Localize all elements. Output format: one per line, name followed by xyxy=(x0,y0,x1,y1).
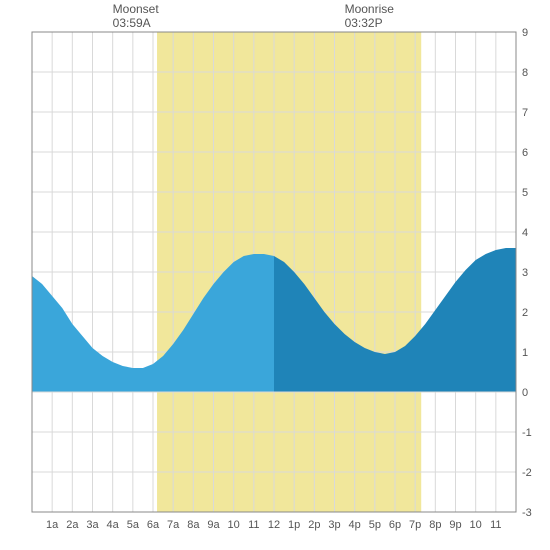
x-tick-label: 12 xyxy=(268,519,280,531)
x-tick-label: 6p xyxy=(389,519,401,531)
x-tick-label: 5a xyxy=(127,519,140,531)
x-tick-label: 8p xyxy=(429,519,441,531)
x-tick-label: 9p xyxy=(449,519,461,531)
x-tick-label: 4p xyxy=(349,519,361,531)
x-axis: 1a 2a 3a 4a 5a 6a 7a 8a 9a 10 11 12 1p 2p 3p 4p 5p 6p 7p 8p… xyxy=(46,519,502,531)
moonset-label: Moonset 03:59A xyxy=(113,2,159,31)
x-tick-label: 4a xyxy=(107,519,120,531)
x-tick-label: 9a xyxy=(207,519,220,531)
moonrise-time: 03:32P xyxy=(345,16,394,30)
x-tick-label: 3p xyxy=(328,519,340,531)
x-tick-label: 3a xyxy=(86,519,99,531)
chart-svg: 1a2a3a4a5a6a7a8a9a1011121p2p3p4p5p6p7p8p… xyxy=(0,0,550,550)
x-tick-label: 7a xyxy=(167,519,180,531)
y-tick-label: 6 xyxy=(522,147,528,159)
y-tick-label: 9 xyxy=(522,27,528,39)
x-tick-label: 8a xyxy=(187,519,200,531)
y-tick-label: 3 xyxy=(522,267,528,279)
moonrise-label: Moonrise 03:32P xyxy=(345,2,394,31)
y-tick-label: 7 xyxy=(522,107,528,119)
y-tick-label: -3 xyxy=(522,507,532,519)
x-tick-label: 2a xyxy=(66,519,79,531)
y-tick-label: 8 xyxy=(522,67,528,79)
y-tick-label: 0 xyxy=(522,387,528,399)
x-tick-label: 10 xyxy=(470,519,482,531)
x-tick-label: 1p xyxy=(288,519,300,531)
moonset-time: 03:59A xyxy=(113,16,159,30)
x-tick-label: 5p xyxy=(369,519,381,531)
y-tick-label: 1 xyxy=(522,347,528,359)
y-tick-label: 2 xyxy=(522,307,528,319)
x-tick-label: 11 xyxy=(490,519,501,531)
x-tick-label: 11 xyxy=(248,519,259,531)
moonrise-title: Moonrise xyxy=(345,2,394,16)
x-tick-label: 10 xyxy=(228,519,240,531)
x-tick-label: 6a xyxy=(147,519,160,531)
y-tick-label: 5 xyxy=(522,187,528,199)
y-tick-label: -2 xyxy=(522,467,532,479)
y-tick-label: -1 xyxy=(522,427,532,439)
y-tick-label: 4 xyxy=(522,227,528,239)
x-tick-label: 2p xyxy=(308,519,320,531)
tide-chart: Moonset 03:59A Moonrise 03:32P 1a 2a 3a 4a 5… xyxy=(0,0,550,550)
moonset-title: Moonset xyxy=(113,2,159,16)
x-tick-label: 7p xyxy=(409,519,421,531)
x-tick-label: 1a xyxy=(46,519,59,531)
